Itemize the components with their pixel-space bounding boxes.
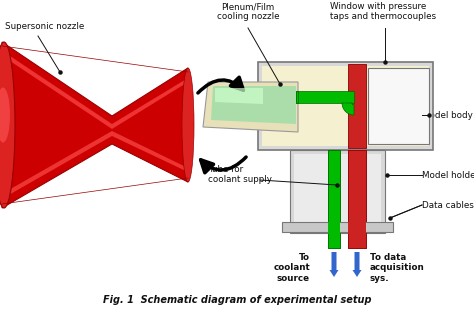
Text: Fig. 1  Schematic diagram of experimental setup: Fig. 1 Schematic diagram of experimental…	[103, 295, 371, 305]
Text: To
coolant
source: To coolant source	[273, 253, 310, 283]
Polygon shape	[215, 88, 263, 104]
Bar	[328, 150, 340, 248]
FancyArrow shape	[353, 252, 362, 277]
Bar	[348, 64, 366, 148]
Text: Model body: Model body	[422, 110, 473, 119]
FancyArrowPatch shape	[198, 77, 243, 93]
FancyArrowPatch shape	[201, 157, 246, 173]
Polygon shape	[342, 103, 354, 115]
Bar	[290, 150, 385, 233]
Bar	[296, 91, 298, 103]
Ellipse shape	[0, 42, 15, 208]
Polygon shape	[211, 86, 296, 124]
Ellipse shape	[182, 68, 194, 182]
Text: Tube for
coolant supply: Tube for coolant supply	[208, 165, 272, 184]
Text: Model holder: Model holder	[422, 170, 474, 179]
Polygon shape	[2, 42, 188, 208]
Bar	[348, 222, 366, 234]
Ellipse shape	[0, 87, 10, 143]
Text: Data cables: Data cables	[422, 201, 474, 210]
Text: To data
acquisition
sys.: To data acquisition sys.	[370, 253, 425, 283]
Bar	[282, 222, 393, 232]
Bar	[348, 150, 366, 248]
Bar	[368, 68, 429, 144]
Bar	[328, 222, 340, 234]
Text: Window with pressure
taps and thermocouples: Window with pressure taps and thermocoup…	[330, 2, 436, 21]
Text: Supersonic nozzle: Supersonic nozzle	[5, 22, 84, 31]
Polygon shape	[203, 82, 298, 132]
Bar	[348, 150, 366, 248]
Polygon shape	[7, 131, 188, 196]
Text: Plenum/Film
cooling nozzle: Plenum/Film cooling nozzle	[217, 2, 279, 21]
Bar	[328, 150, 340, 248]
Polygon shape	[7, 54, 188, 129]
FancyArrow shape	[329, 252, 338, 277]
Bar	[262, 66, 429, 146]
Bar	[258, 62, 433, 150]
Bar	[294, 154, 381, 229]
Bar	[296, 91, 354, 103]
